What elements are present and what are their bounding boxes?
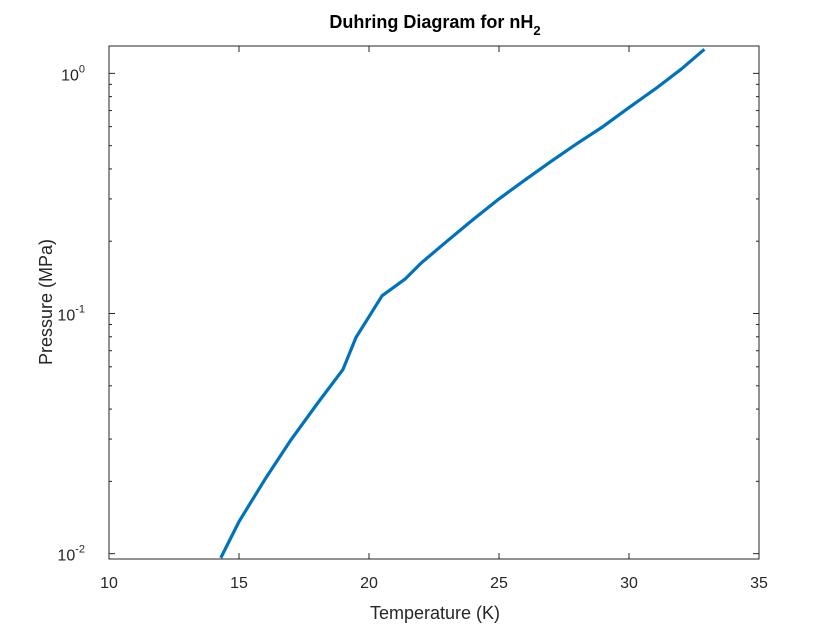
y-tick-label-base: 10	[61, 67, 79, 84]
x-tick-label: 35	[750, 575, 768, 592]
x-axis-label: Temperature (K)	[370, 603, 500, 623]
chart-title-subscript: 2	[533, 23, 540, 38]
y-tick-label-exponent: 0	[79, 63, 85, 75]
y-tick-label-exponent: -1	[75, 304, 85, 316]
y-tick-label-base: 10	[57, 308, 75, 325]
x-tick-label: 15	[230, 575, 248, 592]
y-axis-label: Pressure (MPa)	[36, 239, 56, 365]
y-tick-label: 10-1	[57, 304, 85, 325]
y-tick-label: 10-2	[57, 544, 85, 565]
chart-title: Duhring Diagram for nH2	[329, 12, 540, 38]
x-tick-label: 30	[620, 575, 638, 592]
chart-title-main: Duhring Diagram for nH	[329, 12, 533, 32]
x-tick-label: 10	[100, 575, 118, 592]
x-tick-label: 25	[490, 575, 508, 592]
axes-frame	[108, 45, 760, 560]
y-tick-label: 100	[61, 63, 85, 84]
x-tick-label: 20	[360, 575, 378, 592]
series-line	[219, 48, 706, 559]
y-tick-label-base: 10	[57, 548, 75, 565]
y-tick-label-exponent: -2	[75, 544, 85, 556]
plot-area	[219, 48, 706, 559]
